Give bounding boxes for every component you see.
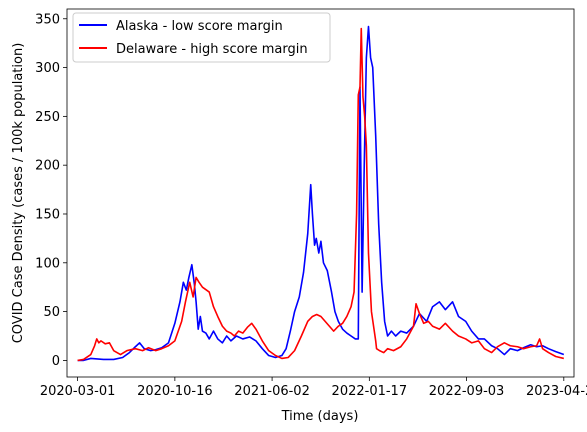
legend-label-delaware: Delaware - high score margin [116,42,308,57]
legend-box [72,12,331,63]
y-tick-label: 300 [35,61,60,76]
x-tick-label: 2020-10-16 [137,384,213,399]
y-tick-label: 100 [35,256,60,271]
x-tick-label: 2021-06-02 [234,384,310,399]
plot-area [67,9,574,377]
y-tick-label: 200 [35,159,60,174]
legend-label-alaska: Alaska - low score margin [116,19,283,34]
plot-frame [66,8,575,378]
y-tick-label: 150 [35,207,60,222]
x-tick-label: 2020-03-01 [40,384,116,399]
y-tick-label: 0 [52,354,60,369]
y-tick-label: 50 [43,305,60,320]
series-line-delaware [77,27,564,362]
x-tick-label: 2022-01-17 [332,384,408,399]
y-tick-label: 250 [35,110,60,125]
series-line-alaska [77,25,565,362]
x-tick-label: 2022-09-03 [429,384,505,399]
y-axis-label: COVID Case Density (cases / 100k populat… [11,43,26,344]
x-axis-ticks: 2020-03-01 2020-10-16 2021-06-02 2022-01-17… [40,377,587,399]
x-tick-label: 2023-04-20 [526,384,587,399]
y-tick-label: 350 [35,12,60,27]
series-layer [77,25,565,362]
x-axis-label: Time (days) [281,409,359,424]
legend: Alaska - low score margin Delaware - hig… [72,12,331,63]
y-axis-ticks: 0 50 100 150 200 250 300 350 [35,12,67,369]
